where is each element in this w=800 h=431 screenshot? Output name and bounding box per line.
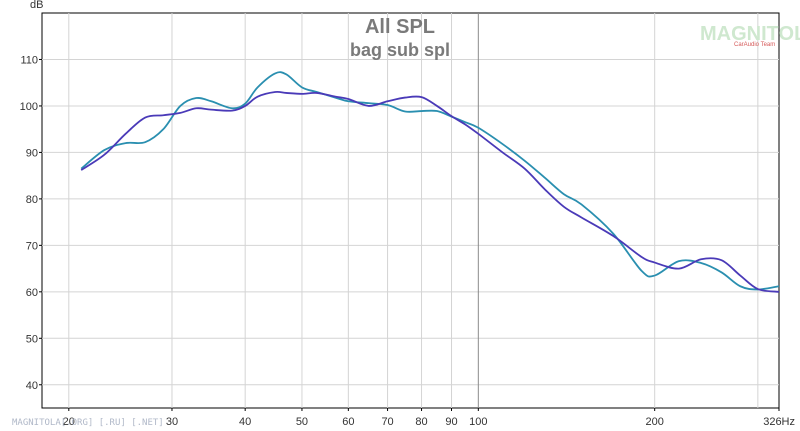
- y-tick-label: 40: [26, 380, 38, 392]
- watermark-logo-subtext: CarAudio Team: [734, 42, 775, 48]
- plot-area: [41, 12, 780, 409]
- y-tick-label: 110: [20, 54, 38, 66]
- x-tick-label: 326Hz: [763, 416, 795, 428]
- x-tick-label: 20: [63, 416, 75, 428]
- y-axis-label: dB: [30, 0, 43, 11]
- x-tick-label: 200: [646, 416, 664, 428]
- watermark-footer: MAGNITOLA[.ORG] [.RU] [.NET]: [12, 418, 164, 428]
- chart-title: All SPL: [365, 16, 435, 38]
- x-tick-label: 90: [445, 416, 457, 428]
- y-tick-label: 50: [26, 333, 38, 345]
- y-tick-label: 60: [26, 287, 38, 299]
- x-tick-label: 70: [381, 416, 393, 428]
- x-tick-label: 30: [166, 416, 178, 428]
- watermark-logo-text: MAGNITOLA: [700, 23, 800, 45]
- watermark-logo: MAGNITOLA CarAudio Team: [700, 23, 800, 48]
- y-axis-ticks: 40 50 60 70 80 90 100 110: [20, 54, 42, 392]
- y-tick-label: 90: [26, 147, 38, 159]
- x-tick-label: 60: [342, 416, 354, 428]
- y-tick-label: 70: [26, 240, 38, 252]
- x-axis-ticks: 20 30 40 50 60 70 80 90 100 200 326Hz: [63, 408, 795, 428]
- x-tick-label: 50: [296, 416, 308, 428]
- grid-lines: [42, 13, 779, 408]
- series-line-2: [80, 90, 780, 293]
- x-tick-label: 40: [239, 416, 251, 428]
- chart-subtitle: bag sub spl: [350, 40, 450, 60]
- x-tick-label: 100: [469, 416, 487, 428]
- series-line-1: [80, 71, 780, 291]
- series-lines: [80, 71, 780, 293]
- y-tick-label: 80: [26, 194, 38, 206]
- y-tick-label: 100: [20, 101, 38, 113]
- x-tick-label: 80: [415, 416, 427, 428]
